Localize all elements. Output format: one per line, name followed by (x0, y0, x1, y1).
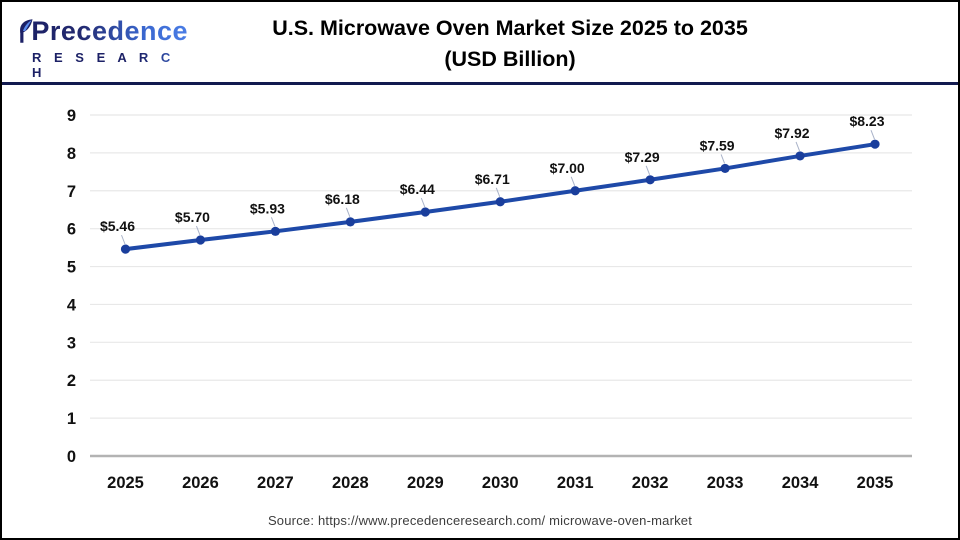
x-tick-label: 2031 (557, 474, 594, 492)
data-label: $7.29 (625, 149, 660, 165)
x-tick-label: 2026 (182, 474, 219, 492)
label-leader-line (420, 197, 426, 208)
brand-subtitle: R E S E A R C H (32, 50, 188, 80)
data-label: $7.00 (550, 160, 585, 176)
y-tick-label: 8 (67, 145, 76, 163)
y-tick-label: 9 (67, 107, 76, 125)
x-tick-label: 2034 (782, 474, 820, 492)
label-leader-line (495, 187, 501, 197)
y-tick-label: 6 (67, 221, 76, 239)
y-tick-label: 5 (67, 259, 76, 277)
data-point (345, 217, 355, 227)
y-tick-label: 1 (67, 410, 76, 428)
data-point (645, 175, 655, 185)
data-point (720, 163, 730, 174)
label-leader-line (795, 141, 801, 152)
y-tick-label: 7 (67, 183, 76, 201)
y-tick-label: 2 (67, 372, 76, 390)
data-label: $6.71 (475, 171, 510, 187)
leaf-logo-icon (20, 19, 33, 43)
header: Precedence R E S E A R C H U.S. Microwav… (2, 2, 958, 82)
x-tick-label: 2025 (107, 474, 144, 492)
data-label: $6.18 (325, 191, 360, 207)
label-leader-line (345, 207, 351, 218)
data-point (195, 235, 206, 245)
x-tick-label: 2032 (632, 474, 669, 492)
series-line (123, 142, 877, 252)
data-label: $5.93 (250, 200, 285, 216)
x-tick-label: 2029 (407, 474, 444, 492)
label-leader-line (570, 176, 576, 186)
data-label: $7.59 (700, 137, 735, 153)
data-label: $7.92 (775, 125, 810, 141)
x-tick-label: 2028 (332, 474, 369, 492)
data-point (570, 186, 580, 196)
chart-title-line1: U.S. Microwave Oven Market Size 2025 to … (272, 16, 748, 40)
label-leader-line (270, 217, 276, 227)
header-divider (2, 82, 958, 85)
x-tick-label: 2030 (482, 474, 519, 492)
data-label: $5.46 (100, 218, 135, 234)
x-tick-label: 2027 (257, 474, 294, 492)
y-tick-label: 4 (67, 296, 77, 314)
y-tick-label: 0 (67, 448, 76, 466)
data-point (120, 244, 131, 254)
source-text: Source: https://www.precedenceresearch.c… (267, 513, 693, 528)
x-tick-label: 2035 (857, 474, 894, 492)
data-label: $8.23 (849, 113, 884, 129)
y-tick-label: 3 (67, 334, 76, 352)
data-point (795, 151, 805, 161)
data-point (870, 139, 880, 149)
data-label: $6.44 (400, 181, 435, 197)
label-leader-line (121, 234, 126, 245)
precedence-research-logo: Precedence R E S E A R C H (18, 14, 188, 80)
data-label: $5.70 (175, 209, 210, 225)
chart-title: U.S. Microwave Oven Market Size 2025 to … (122, 13, 898, 75)
data-point (495, 197, 505, 207)
label-leader-line (195, 225, 201, 236)
chart-title-line2: (USD Billion) (444, 47, 576, 71)
label-leader-line (720, 154, 726, 164)
x-tick-label: 2033 (707, 474, 744, 492)
logo-brand-row: Precedence (18, 14, 188, 50)
label-leader-line (870, 129, 875, 140)
data-point (420, 207, 430, 217)
data-point (270, 226, 280, 236)
brand-name: Precedence (31, 16, 188, 46)
label-leader-line (645, 165, 651, 175)
